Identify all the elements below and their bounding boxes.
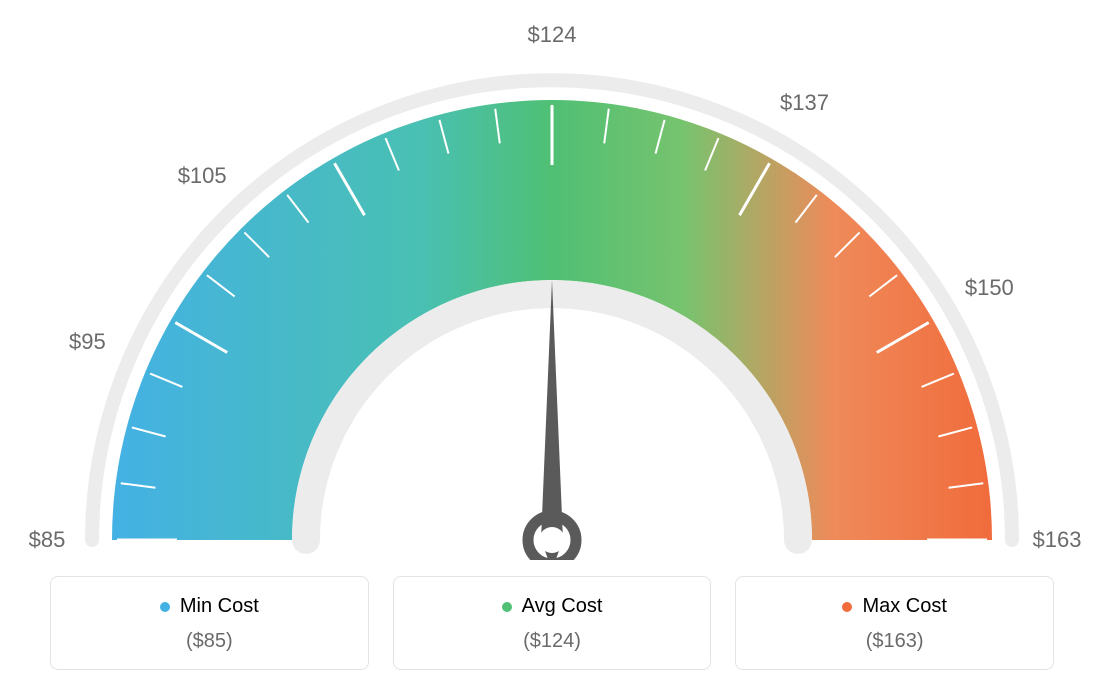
- gauge-tick-label: $137: [780, 90, 829, 116]
- legend-card-avg: Avg Cost ($124): [393, 576, 712, 670]
- gauge-tick-label: $124: [528, 22, 577, 48]
- legend-title-min: Min Cost: [160, 595, 259, 618]
- legend-dot-avg: [502, 602, 512, 612]
- gauge-area: $85 $95 $105 $124 $137 $150 $163: [0, 0, 1104, 560]
- legend-dot-max: [842, 602, 852, 612]
- gauge-tick-label: $95: [69, 329, 106, 355]
- gauge-svg: [0, 0, 1104, 560]
- legend-card-max: Max Cost ($163): [735, 576, 1054, 670]
- gauge-tick-label: $105: [178, 163, 227, 189]
- legend-value-avg: ($124): [404, 630, 701, 653]
- legend-dot-min: [160, 602, 170, 612]
- legend-label-max: Max Cost: [862, 595, 946, 618]
- gauge-tick-label: $150: [965, 275, 1014, 301]
- gauge-tick-label: $85: [29, 527, 66, 553]
- legend-value-max: ($163): [746, 630, 1043, 653]
- legend-card-min: Min Cost ($85): [50, 576, 369, 670]
- legend-title-max: Max Cost: [842, 595, 946, 618]
- legend-label-avg: Avg Cost: [522, 595, 603, 618]
- legend-row: Min Cost ($85) Avg Cost ($124) Max Cost …: [50, 576, 1054, 670]
- legend-title-avg: Avg Cost: [502, 595, 603, 618]
- gauge-tick-label: $163: [1033, 527, 1082, 553]
- gauge-chart-container: $85 $95 $105 $124 $137 $150 $163 Min Cost ($85…: [0, 0, 1104, 690]
- legend-value-min: ($85): [61, 630, 358, 653]
- legend-label-min: Min Cost: [180, 595, 259, 618]
